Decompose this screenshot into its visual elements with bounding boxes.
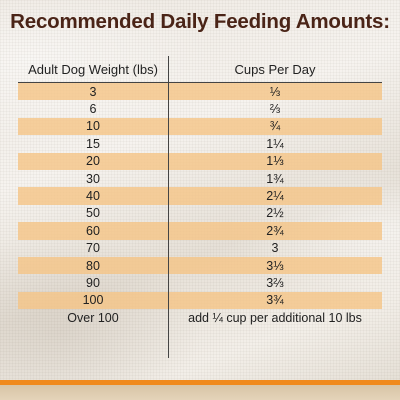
weight-cell: 10 (86, 119, 100, 134)
weight-cell: 40 (86, 189, 100, 204)
weight-cell: 60 (86, 223, 100, 238)
table-row: 15 1¼ (18, 135, 382, 152)
table-body: 3 ⅓ 6 ⅔ 10 ¾ 15 1¼ 20 1⅓ 30 1¾ 40 2¼ 50 2½ 60 2¾ 70 3 80 3⅓ 90… (18, 83, 382, 326)
cups-cell: 2¾ (266, 223, 284, 238)
column-divider (168, 56, 169, 358)
table-row: 10 ¾ (18, 117, 382, 136)
cups-cell: 3 (271, 241, 279, 256)
weight-cell: 15 (86, 136, 100, 151)
table-row: 100 3¾ (18, 291, 382, 310)
table-row: 50 2½ (18, 205, 382, 222)
cups-cell: ⅔ (269, 102, 281, 117)
table-row: 40 2¼ (18, 187, 382, 205)
table-row: 30 1¾ (18, 170, 382, 187)
header-cups: Cups Per Day (234, 61, 316, 77)
cups-cell: 3⅔ (266, 275, 284, 290)
weight-cell: 80 (86, 258, 100, 273)
cups-cell: 2¼ (266, 189, 284, 204)
accent-bar (0, 380, 400, 385)
weight-cell: 100 (82, 293, 104, 308)
table-row: 80 3⅓ (18, 256, 382, 275)
weight-cell: Over 100 (67, 310, 119, 325)
wood-floor (0, 385, 400, 400)
cups-cell: add ¼ cup per additional 10 lbs (188, 310, 362, 325)
cups-cell: ¾ (269, 119, 281, 134)
cups-cell: ⅓ (269, 84, 281, 99)
cups-cell: 1¼ (266, 136, 284, 151)
weight-cell: 30 (86, 171, 100, 186)
weight-cell: 70 (86, 241, 100, 256)
table-row: Over 100 add ¼ cup per additional 10 lbs (18, 309, 382, 326)
cups-cell: 1¾ (266, 171, 284, 186)
table-row: 90 3⅔ (18, 274, 382, 291)
weight-cell: 6 (89, 102, 97, 117)
table-row: 20 1⅓ (18, 152, 382, 170)
weight-cell: 20 (86, 154, 100, 169)
cups-cell: 3¾ (266, 293, 284, 308)
cups-cell: 2½ (266, 206, 284, 221)
weight-cell: 50 (86, 206, 100, 221)
table-header: Adult Dog Weight (lbs) Cups Per Day (18, 56, 382, 83)
page-title: Recommended Daily Feeding Amounts: (10, 10, 390, 33)
table-row: 70 3 (18, 240, 382, 257)
header-weight: Adult Dog Weight (lbs) (28, 61, 158, 77)
weight-cell: 3 (89, 84, 97, 99)
table-row: 60 2¾ (18, 222, 382, 240)
weight-cell: 90 (86, 275, 100, 290)
cups-cell: 3⅓ (266, 258, 284, 273)
cups-cell: 1⅓ (266, 154, 284, 169)
